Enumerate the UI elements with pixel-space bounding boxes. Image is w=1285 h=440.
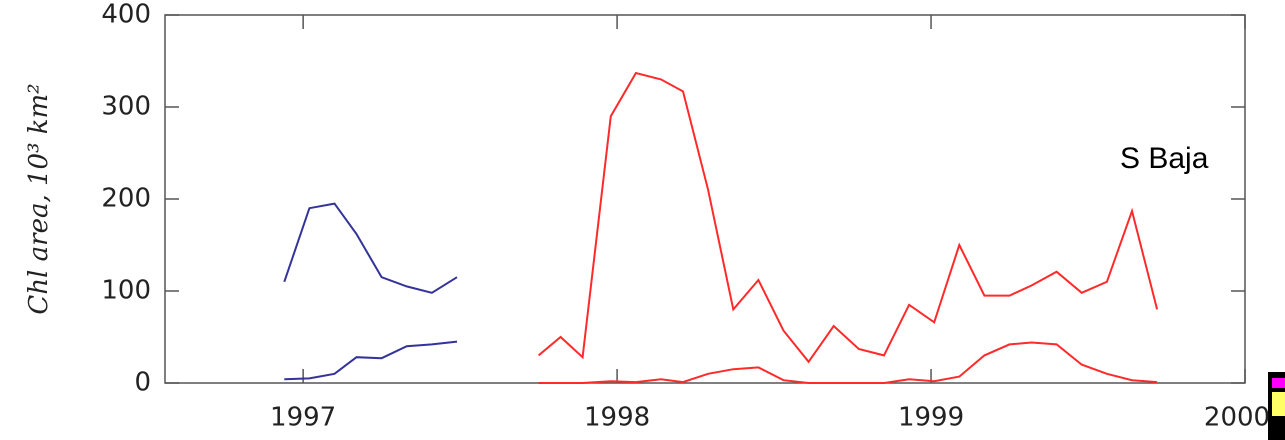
y-tick-label: 0 — [134, 368, 151, 398]
data-line — [538, 341, 1158, 384]
x-tick-label: 1999 — [898, 403, 964, 433]
x-tick-label: 1997 — [270, 403, 336, 433]
corner-icon — [1268, 372, 1285, 440]
y-tick-label: 300 — [101, 92, 151, 122]
x-tick-label: 1998 — [584, 403, 650, 433]
x-tick-label: 2000 — [1204, 403, 1270, 433]
data-line — [284, 340, 458, 381]
annotation: S Baja — [1120, 142, 1209, 175]
y-axis-title: Chl area, 10³ km² — [24, 83, 54, 314]
data-line — [283, 202, 458, 294]
plot-frame — [164, 14, 1246, 384]
y-tick-label: 400 — [101, 0, 151, 30]
data-line — [537, 71, 1159, 364]
y-tick-label: 100 — [101, 276, 151, 306]
y-tick-label: 200 — [101, 184, 151, 214]
